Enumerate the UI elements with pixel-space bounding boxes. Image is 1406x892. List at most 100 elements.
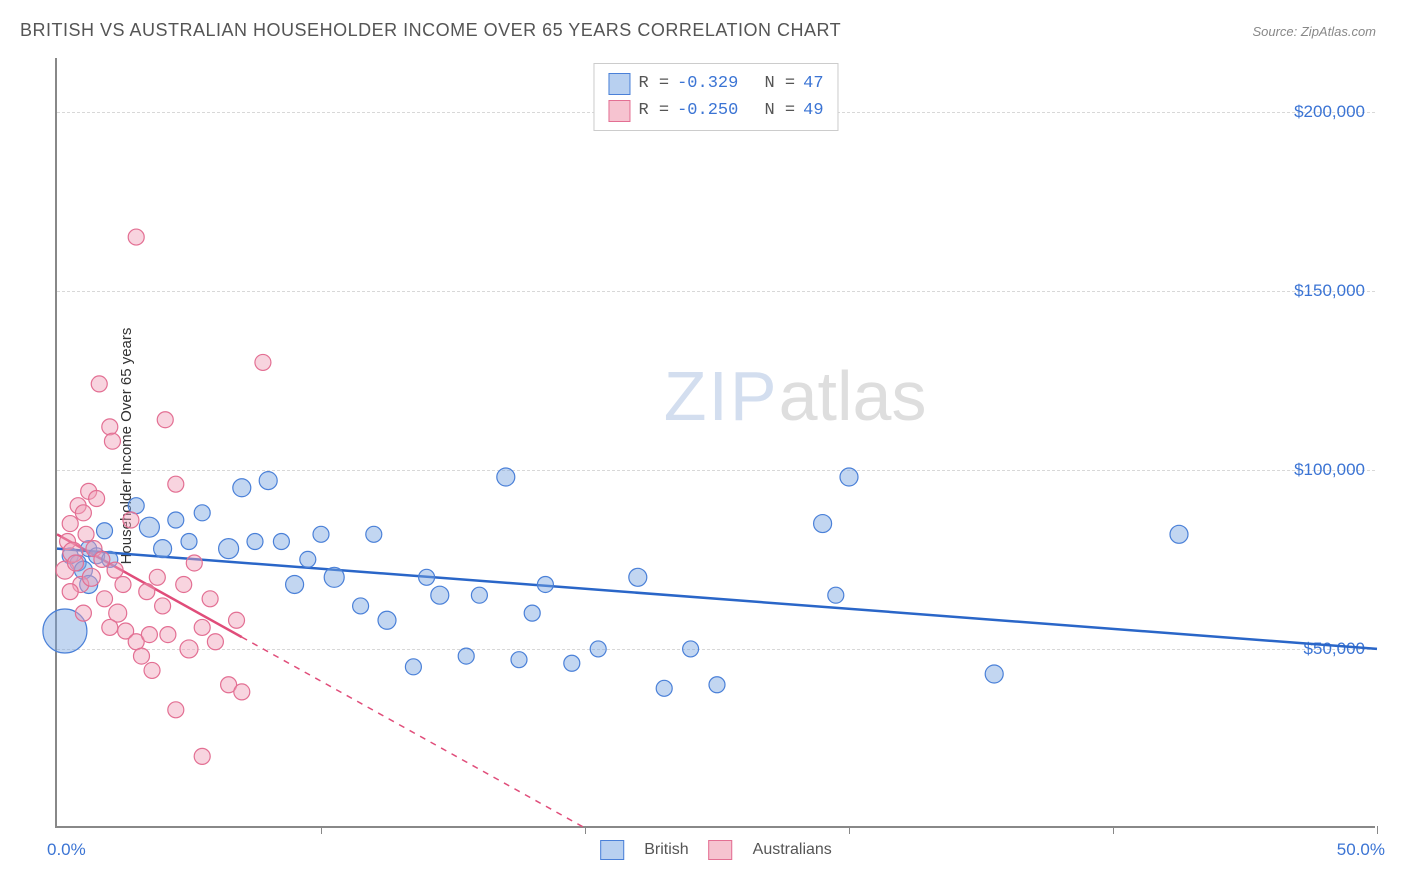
x-tick xyxy=(1377,826,1378,834)
data-point-australians xyxy=(207,634,223,650)
data-point-british xyxy=(233,479,251,497)
legend-swatch-australians-icon xyxy=(709,840,733,860)
data-point-british xyxy=(128,498,144,514)
chart-title: BRITISH VS AUSTRALIAN HOUSEHOLDER INCOME… xyxy=(20,20,841,41)
data-point-british xyxy=(497,468,515,486)
data-point-british xyxy=(286,575,304,593)
data-point-british xyxy=(259,472,277,490)
data-point-australians xyxy=(94,551,110,567)
data-point-british xyxy=(139,517,159,537)
data-point-australians xyxy=(180,640,198,658)
data-point-australians xyxy=(133,648,149,664)
data-point-australians xyxy=(149,569,165,585)
data-point-british xyxy=(97,523,113,539)
x-tick xyxy=(321,826,322,834)
data-point-british xyxy=(656,680,672,696)
data-point-australians xyxy=(115,576,131,592)
data-point-australians xyxy=(155,598,171,614)
data-point-british xyxy=(511,652,527,668)
data-point-british xyxy=(405,659,421,675)
data-point-australians xyxy=(78,526,94,542)
data-point-british xyxy=(431,586,449,604)
source-attribution: Source: ZipAtlas.com xyxy=(1252,24,1376,39)
data-point-australians xyxy=(89,491,105,507)
x-tick xyxy=(1113,826,1114,834)
data-point-australians xyxy=(176,576,192,592)
trend-line-british xyxy=(57,549,1377,649)
data-point-australians xyxy=(194,619,210,635)
data-point-australians xyxy=(75,605,91,621)
stat-r-value-australians: -0.250 xyxy=(677,97,738,124)
data-point-british xyxy=(709,677,725,693)
data-point-australians xyxy=(128,229,144,245)
data-point-british xyxy=(683,641,699,657)
data-point-british xyxy=(564,655,580,671)
data-point-british xyxy=(828,587,844,603)
data-point-british xyxy=(313,526,329,542)
data-point-british xyxy=(985,665,1003,683)
data-point-british xyxy=(300,551,316,567)
stat-n-value-british: 47 xyxy=(803,70,823,97)
data-point-british xyxy=(154,540,172,558)
data-point-british xyxy=(629,568,647,586)
data-point-british xyxy=(194,505,210,521)
data-point-british xyxy=(1170,525,1188,543)
data-point-british xyxy=(458,648,474,664)
plot-area: ZIPatlas $50,000$100,000$150,000$200,000… xyxy=(55,58,1375,828)
stat-r-label: R = xyxy=(638,97,669,124)
legend-label-australians: Australians xyxy=(753,841,832,859)
legend-label-british: British xyxy=(644,841,688,859)
data-point-australians xyxy=(104,433,120,449)
data-point-australians xyxy=(107,562,123,578)
stat-r-label: R = xyxy=(638,70,669,97)
stat-n-label: N = xyxy=(765,97,796,124)
swatch-british-icon xyxy=(608,73,630,95)
data-point-british xyxy=(324,567,344,587)
data-point-british xyxy=(247,533,263,549)
data-point-australians xyxy=(62,584,78,600)
x-tick xyxy=(849,826,850,834)
stat-n-value-australians: 49 xyxy=(803,97,823,124)
data-point-australians xyxy=(139,584,155,600)
stats-legend: R = -0.329 N = 47 R = -0.250 N = 49 xyxy=(593,63,838,131)
data-point-british xyxy=(168,512,184,528)
data-point-british xyxy=(219,539,239,559)
x-tick xyxy=(585,826,586,834)
data-point-british xyxy=(273,533,289,549)
data-point-british xyxy=(366,526,382,542)
legend-swatch-british-icon xyxy=(600,840,624,860)
data-point-australians xyxy=(62,516,78,532)
data-point-australians xyxy=(123,512,139,528)
data-point-british xyxy=(590,641,606,657)
data-point-british xyxy=(524,605,540,621)
data-point-british xyxy=(181,533,197,549)
stats-row-australians: R = -0.250 N = 49 xyxy=(608,97,823,124)
data-point-british xyxy=(378,611,396,629)
stat-n-label: N = xyxy=(765,70,796,97)
data-point-australians xyxy=(157,412,173,428)
x-axis-max-label: 50.0% xyxy=(1337,840,1385,860)
data-point-australians xyxy=(141,627,157,643)
data-point-australians xyxy=(234,684,250,700)
stat-r-value-british: -0.329 xyxy=(677,70,738,97)
data-point-british xyxy=(537,576,553,592)
data-point-australians xyxy=(144,662,160,678)
data-point-australians xyxy=(186,555,202,571)
data-point-australians xyxy=(194,748,210,764)
data-point-british xyxy=(471,587,487,603)
data-point-australians xyxy=(202,591,218,607)
series-legend: British Australians xyxy=(600,840,832,860)
data-point-australians xyxy=(160,627,176,643)
data-point-australians xyxy=(255,354,271,370)
data-point-british xyxy=(419,569,435,585)
data-point-australians xyxy=(91,376,107,392)
x-axis-min-label: 0.0% xyxy=(47,840,86,860)
data-point-british xyxy=(814,515,832,533)
scatter-svg xyxy=(57,58,1375,826)
data-point-australians xyxy=(229,612,245,628)
data-point-british xyxy=(840,468,858,486)
data-point-australians xyxy=(82,568,100,586)
data-point-australians xyxy=(102,419,118,435)
data-point-australians xyxy=(168,702,184,718)
data-point-australians xyxy=(102,619,118,635)
